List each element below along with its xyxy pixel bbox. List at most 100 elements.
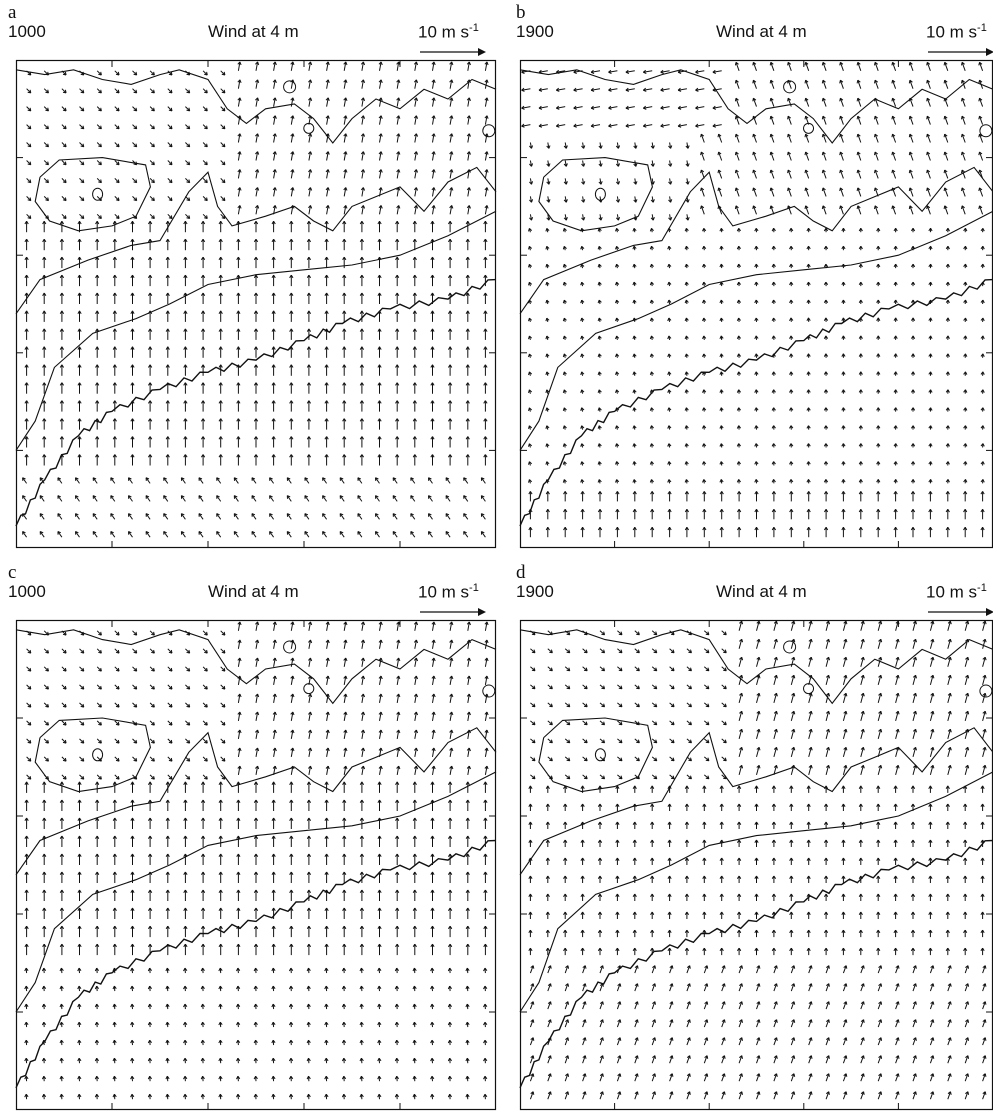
wind-vector — [149, 178, 155, 184]
wind-vector — [563, 491, 568, 502]
wind-vector — [290, 115, 295, 125]
wind-vector — [183, 1021, 188, 1028]
wind-vector — [343, 97, 348, 107]
wind-vector — [255, 61, 260, 71]
wind-vector — [963, 857, 968, 865]
wind-vector — [964, 620, 970, 631]
wind-vector — [945, 929, 950, 938]
wind-vector — [686, 1073, 691, 1082]
wind-vector — [447, 1003, 453, 1010]
wind-vector — [736, 509, 742, 520]
wind-vector — [928, 317, 933, 322]
wind-vector — [910, 857, 916, 865]
wind-vector — [856, 151, 862, 161]
wind-vector — [736, 461, 741, 466]
wind-vector — [529, 160, 534, 167]
wind-vector — [95, 853, 100, 865]
wind-vector — [342, 835, 347, 847]
wind-vector — [185, 124, 191, 130]
wind-vector — [563, 821, 568, 829]
wind-vector — [703, 738, 710, 744]
wind-vector — [808, 656, 813, 667]
wind-vector — [147, 1003, 153, 1010]
wind-vector — [719, 857, 724, 865]
wind-vector — [769, 97, 775, 107]
wind-vector — [703, 702, 710, 708]
wind-vector — [528, 893, 533, 901]
wind-vector — [858, 245, 863, 251]
wind-vector — [632, 839, 637, 847]
wind-vector — [236, 907, 241, 919]
wind-vector — [943, 97, 949, 107]
panel-letter: d — [516, 562, 526, 583]
wind-vector — [702, 803, 707, 811]
wind-vector — [77, 817, 82, 829]
wind-vector — [413, 711, 419, 721]
wind-vector — [860, 983, 865, 992]
wind-vector — [412, 346, 417, 358]
wind-vector — [342, 220, 347, 233]
wind-vector — [236, 967, 241, 974]
wind-vector — [858, 803, 863, 811]
wind-vector — [396, 61, 401, 71]
wind-vector — [447, 346, 453, 358]
wind-vector — [947, 620, 952, 631]
summit-contour — [783, 640, 797, 654]
wind-vector — [980, 893, 985, 901]
wind-vector — [95, 238, 100, 251]
wind-vector — [271, 1093, 276, 1100]
wind-vector — [545, 299, 550, 305]
wind-vector — [806, 371, 811, 376]
wind-vector — [632, 443, 637, 448]
wind-vector — [94, 1057, 100, 1064]
wind-vector — [616, 983, 622, 992]
reference-arrow-head — [986, 608, 993, 616]
wind-vector — [703, 684, 710, 690]
wind-vector — [412, 1093, 417, 1100]
wind-vector — [180, 513, 186, 520]
wind-vector — [841, 299, 846, 304]
wind-vector — [360, 675, 366, 685]
wind-vector — [877, 1019, 883, 1028]
wind-vector — [929, 1073, 935, 1082]
wind-vector — [59, 382, 65, 394]
wind-vector — [183, 907, 188, 919]
wind-vector — [59, 835, 65, 847]
wind-vector — [42, 436, 47, 448]
wind-vector — [43, 756, 49, 762]
wind-vector — [669, 630, 675, 636]
wind-vector — [377, 364, 382, 376]
wind-vector — [96, 178, 102, 184]
wind-vector — [910, 785, 916, 793]
wind-vector — [908, 61, 914, 71]
wind-vector — [580, 245, 585, 251]
wind-vector — [41, 967, 47, 974]
wind-vector — [165, 238, 170, 251]
wind-vector — [538, 105, 548, 110]
wind-vector — [615, 160, 621, 167]
wind-vector — [43, 213, 49, 219]
wind-vector — [165, 292, 170, 304]
wind-vector — [964, 638, 970, 649]
wind-vector — [24, 400, 29, 412]
wind-vector — [790, 1055, 796, 1064]
wind-vector — [633, 178, 638, 185]
wind-vector — [428, 477, 433, 484]
wind-vector — [841, 461, 846, 466]
wind-vector — [218, 925, 223, 938]
wind-vector — [378, 657, 383, 667]
wind-vector — [271, 799, 276, 811]
wind-vector — [447, 382, 453, 394]
wind-vector — [721, 965, 726, 974]
wind-vector — [465, 871, 470, 883]
wind-vector — [563, 929, 568, 938]
wind-vector — [378, 169, 383, 179]
wind-vector — [562, 461, 567, 466]
wind-vector — [943, 61, 949, 71]
wind-vector — [483, 967, 488, 974]
wind-vector — [633, 160, 638, 167]
wind-vector — [430, 799, 435, 811]
wind-vector — [289, 799, 294, 811]
wind-vector — [42, 400, 47, 412]
wind-vector — [96, 702, 102, 708]
